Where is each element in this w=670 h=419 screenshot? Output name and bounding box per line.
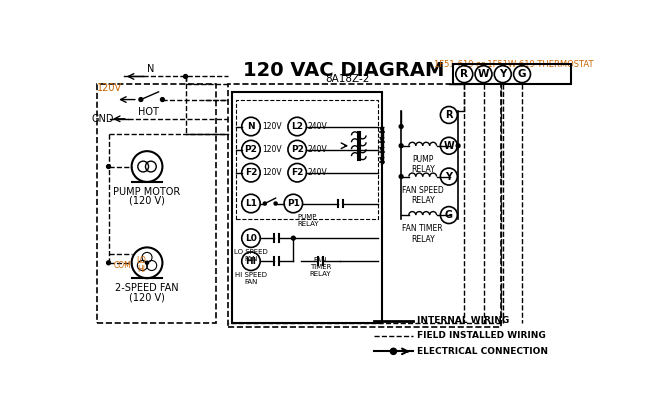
Text: Y: Y — [499, 69, 507, 79]
Text: W: W — [444, 141, 454, 151]
Circle shape — [274, 202, 277, 205]
Text: GND: GND — [92, 114, 114, 124]
Circle shape — [139, 98, 143, 101]
Text: 240V: 240V — [308, 145, 328, 154]
Text: 1F51-619 or 1F51W-619 THERMOSTAT: 1F51-619 or 1F51W-619 THERMOSTAT — [433, 59, 594, 69]
Text: P2: P2 — [245, 145, 257, 154]
Text: 8A18Z-2: 8A18Z-2 — [325, 74, 369, 84]
Polygon shape — [380, 127, 384, 132]
Circle shape — [107, 165, 111, 168]
Text: 120V: 120V — [262, 122, 281, 131]
Text: F2: F2 — [245, 168, 257, 177]
Text: L0: L0 — [245, 234, 257, 243]
Circle shape — [399, 175, 403, 178]
Text: N: N — [147, 64, 154, 74]
Bar — [228, 84, 501, 327]
Text: 120 VAC DIAGRAM: 120 VAC DIAGRAM — [243, 61, 444, 80]
Circle shape — [399, 144, 403, 147]
Text: HI: HI — [137, 265, 145, 274]
Text: 120V: 120V — [262, 168, 281, 177]
Text: PUMP
RELAY: PUMP RELAY — [411, 155, 435, 174]
Text: PUMP MOTOR: PUMP MOTOR — [113, 186, 181, 197]
Bar — [236, 100, 378, 219]
Text: LO SPEED
FAN: LO SPEED FAN — [234, 249, 268, 262]
Text: FAN
TIMER
RELAY: FAN TIMER RELAY — [310, 257, 331, 277]
Text: G: G — [518, 69, 526, 79]
Circle shape — [161, 98, 164, 101]
Text: HI: HI — [245, 257, 257, 266]
Text: F2: F2 — [291, 168, 304, 177]
Circle shape — [291, 236, 295, 240]
Text: L1: L1 — [245, 199, 257, 208]
Polygon shape — [380, 157, 384, 162]
Circle shape — [399, 124, 403, 129]
Text: HI SPEED
FAN: HI SPEED FAN — [235, 272, 267, 285]
Text: ELECTRICAL CONNECTION: ELECTRICAL CONNECTION — [417, 347, 547, 356]
Bar — [454, 64, 571, 84]
Text: 2-SPEED FAN: 2-SPEED FAN — [115, 283, 179, 293]
Circle shape — [456, 144, 460, 147]
Bar — [97, 84, 216, 323]
Circle shape — [107, 261, 111, 265]
Text: 240V: 240V — [308, 168, 328, 177]
Text: R: R — [460, 69, 468, 79]
Circle shape — [391, 348, 397, 354]
Text: 240V: 240V — [308, 122, 328, 131]
Text: N: N — [247, 122, 255, 131]
Circle shape — [145, 261, 149, 264]
Text: P1: P1 — [287, 199, 299, 208]
Circle shape — [184, 75, 188, 78]
Text: (120 V): (120 V) — [129, 196, 165, 206]
Text: G: G — [445, 210, 453, 220]
Text: 120V: 120V — [97, 83, 122, 93]
Text: HOT: HOT — [138, 107, 159, 117]
Text: PUMP
RELAY: PUMP RELAY — [297, 214, 319, 227]
Text: LO: LO — [136, 256, 146, 265]
Text: R: R — [445, 110, 453, 120]
Text: FAN SPEED
RELAY: FAN SPEED RELAY — [402, 186, 444, 205]
Text: W: W — [478, 69, 489, 79]
Text: FAN TIMER
RELAY: FAN TIMER RELAY — [403, 224, 443, 244]
Text: Y: Y — [446, 171, 452, 181]
Polygon shape — [380, 137, 384, 142]
Circle shape — [263, 202, 267, 205]
Text: P2: P2 — [291, 145, 304, 154]
Text: (120 V): (120 V) — [129, 292, 165, 302]
Bar — [232, 92, 382, 323]
Text: INTERNAL WIRING: INTERNAL WIRING — [417, 316, 509, 325]
Text: L2: L2 — [291, 122, 303, 131]
Polygon shape — [380, 147, 384, 152]
Text: COM: COM — [114, 261, 131, 269]
Text: FIELD INSTALLED WIRING: FIELD INSTALLED WIRING — [417, 331, 545, 341]
Text: 120V: 120V — [262, 145, 281, 154]
